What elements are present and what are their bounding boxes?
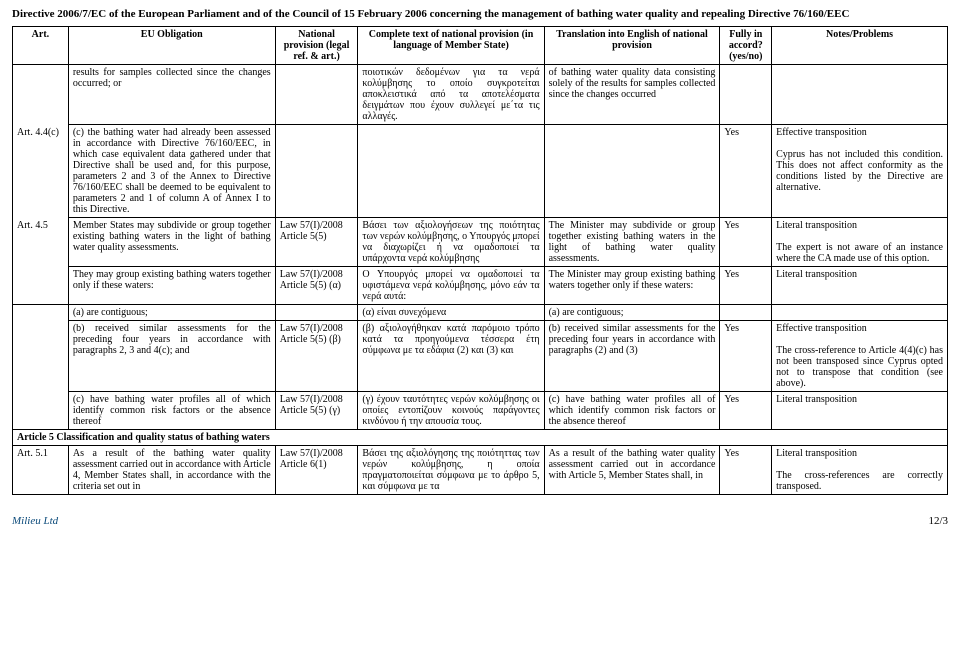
cell-fully (720, 65, 772, 125)
header-art: Art. (13, 27, 69, 65)
cell-trans (544, 125, 720, 218)
cell-complete: ποιοτικών δεδομένων για τα νερά κολύμβησ… (358, 65, 544, 125)
cell-fully: Yes (720, 125, 772, 218)
cell-art: Art. 4.5 (13, 218, 69, 267)
cell-complete: (β) αξιολογήθηκαν κατά παρόμοιο τρόπο κα… (358, 321, 544, 392)
header-notes: Notes/Problems (772, 27, 948, 65)
header-fully: Fully in accord? (yes/no) (720, 27, 772, 65)
cell-nat: Law 57(I)/2008 Article 5(5) (275, 218, 358, 267)
footer-org: Milieu Ltd (12, 515, 58, 527)
cell-nat: Law 57(I)/2008 Article 6(1) (275, 446, 358, 495)
cell-nat (275, 305, 358, 321)
cell-notes: Effective transpositionThe cross-referen… (772, 321, 948, 392)
cell-notes: Literal transposition (772, 392, 948, 430)
header-nat: National provision (legal ref. & art.) (275, 27, 358, 65)
table-row: Art. 4.5 Member States may subdivide or … (13, 218, 948, 267)
cell-fully: Yes (720, 267, 772, 305)
cell-nat: Law 57(I)/2008 Article 5(5) (β) (275, 321, 358, 392)
table-row: results for samples collected since the … (13, 65, 948, 125)
cell-art (13, 305, 69, 321)
page-footer: Milieu Ltd 12/3 (12, 515, 948, 527)
page-title: Directive 2006/7/EC of the European Parl… (12, 8, 948, 20)
cell-notes: Effective transpositionCyprus has not in… (772, 125, 948, 218)
cell-fully (720, 305, 772, 321)
cell-art: Art. 5.1 (13, 446, 69, 495)
table-row: (c) have bathing water profiles all of w… (13, 392, 948, 430)
cell-fully: Yes (720, 392, 772, 430)
table-row: (b) received similar assessments for the… (13, 321, 948, 392)
cell-eu: As a result of the bathing water quality… (68, 446, 275, 495)
cell-eu: They may group existing bathing waters t… (68, 267, 275, 305)
cell-art (13, 267, 69, 305)
cell-eu: results for samples collected since the … (68, 65, 275, 125)
cell-eu: (c) the bathing water had already been a… (68, 125, 275, 218)
cell-fully: Yes (720, 321, 772, 392)
footer-page: 12/3 (928, 515, 948, 527)
header-complete: Complete text of national provision (in … (358, 27, 544, 65)
cell-notes: Literal transposition (772, 267, 948, 305)
cell-nat (275, 65, 358, 125)
cell-trans: (c) have bathing water profiles all of w… (544, 392, 720, 430)
cell-complete (358, 125, 544, 218)
cell-notes: Literal transpositionThe cross-reference… (772, 446, 948, 495)
cell-eu: (b) received similar assessments for the… (68, 321, 275, 392)
cell-trans: of bathing water quality data consisting… (544, 65, 720, 125)
cell-eu: (a) are contiguous; (68, 305, 275, 321)
cell-fully: Yes (720, 446, 772, 495)
cell-trans: (a) are contiguous; (544, 305, 720, 321)
cell-trans: As a result of the bathing water quality… (544, 446, 720, 495)
cell-nat (275, 125, 358, 218)
section-row: Article 5 Classification and quality sta… (13, 430, 948, 446)
cell-complete: Ο Υπουργός μπορεί να ομαδοποιεί τα υφιστ… (358, 267, 544, 305)
header-eu: EU Obligation (68, 27, 275, 65)
cell-trans: (b) received similar assessments for the… (544, 321, 720, 392)
cell-art (13, 65, 69, 125)
cell-notes (772, 305, 948, 321)
cell-notes: Literal transpositionThe expert is not a… (772, 218, 948, 267)
table-row: Art. 4.4(c) (c) the bathing water had al… (13, 125, 948, 218)
cell-art (13, 392, 69, 430)
section-heading: Article 5 Classification and quality sta… (13, 430, 948, 446)
cell-nat: Law 57(I)/2008 Article 5(5) (γ) (275, 392, 358, 430)
conformity-table: Art. EU Obligation National provision (l… (12, 26, 948, 495)
cell-eu: (c) have bathing water profiles all of w… (68, 392, 275, 430)
cell-complete: Βάσει των αξιολογήσεων της ποιότητας των… (358, 218, 544, 267)
cell-notes (772, 65, 948, 125)
cell-fully: Yes (720, 218, 772, 267)
header-trans: Translation into English of national pro… (544, 27, 720, 65)
cell-art: Art. 4.4(c) (13, 125, 69, 218)
table-row: Art. 5.1 As a result of the bathing wate… (13, 446, 948, 495)
cell-art (13, 321, 69, 392)
cell-nat: Law 57(I)/2008 Article 5(5) (α) (275, 267, 358, 305)
table-row: They may group existing bathing waters t… (13, 267, 948, 305)
cell-trans: The Minister may group existing bathing … (544, 267, 720, 305)
cell-trans: The Minister may subdivide or group toge… (544, 218, 720, 267)
cell-complete: (α) είναι συνεχόμενα (358, 305, 544, 321)
table-row: (a) are contiguous; (α) είναι συνεχόμενα… (13, 305, 948, 321)
cell-complete: Βάσει της αξιολόγησης της ποιότηττας των… (358, 446, 544, 495)
cell-eu: Member States may subdivide or group tog… (68, 218, 275, 267)
cell-complete: (γ) έχουν ταυτότητες νερών κολύμβησης οι… (358, 392, 544, 430)
